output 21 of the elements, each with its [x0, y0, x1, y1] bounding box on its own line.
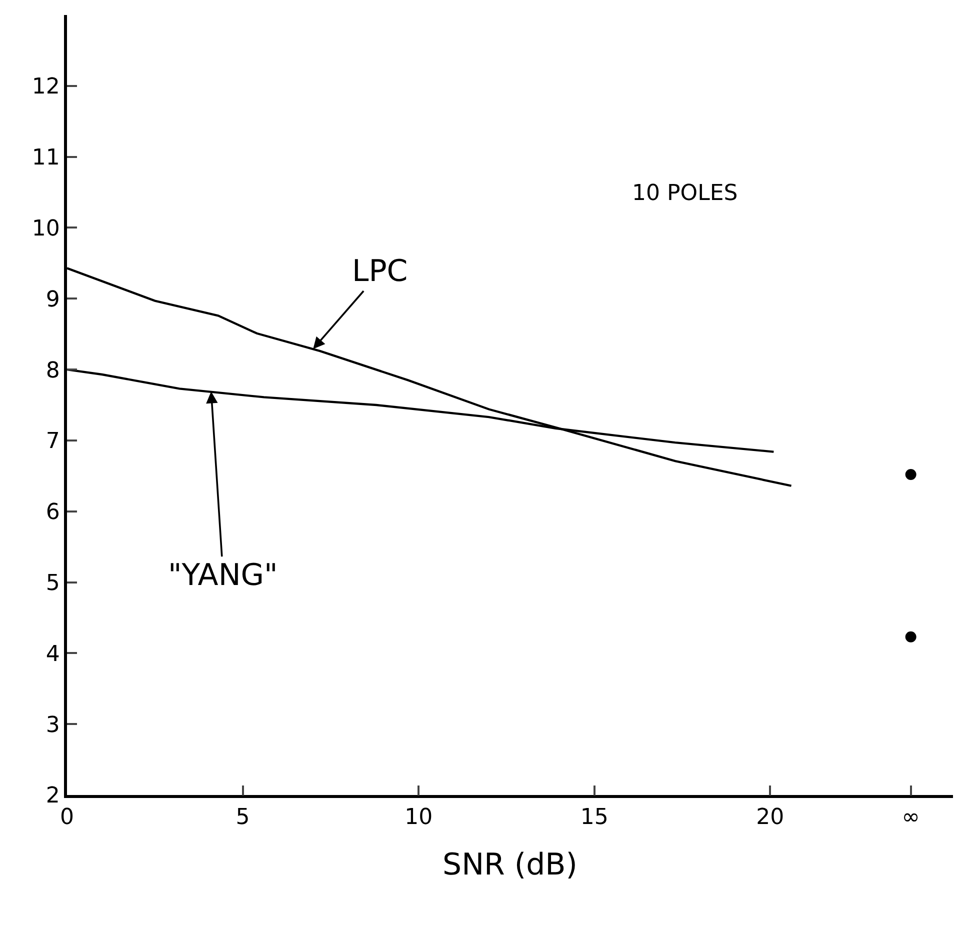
- y-tick-label: 5: [46, 570, 60, 596]
- x-tick-label: ∞: [902, 805, 920, 830]
- annotation: "YANG": [168, 558, 278, 593]
- y-tick-label: 11: [32, 146, 60, 171]
- x-tick-label: 15: [580, 805, 608, 830]
- annotation: 10 POLES: [632, 181, 738, 206]
- y-tick-label: 3: [46, 712, 60, 738]
- annotation: LPC: [352, 254, 408, 289]
- y-tick-label: 4: [46, 642, 60, 667]
- x-tick-label: 10: [404, 805, 433, 830]
- x-tick-label: 0: [60, 805, 74, 830]
- y-tick-label: 7: [46, 429, 60, 454]
- y-tick-label: 8: [46, 358, 60, 384]
- y-tick-label: 9: [46, 287, 60, 312]
- y-tick-label: 2: [46, 784, 60, 809]
- y-tick-label: 6: [46, 500, 60, 526]
- x-tick-label: 20: [756, 805, 784, 830]
- y-tick-label: 12: [32, 74, 60, 100]
- x-axis-title: SNR (dB): [442, 848, 578, 883]
- x-tick-label: 5: [236, 805, 250, 830]
- y-tick-label: 10: [32, 216, 60, 242]
